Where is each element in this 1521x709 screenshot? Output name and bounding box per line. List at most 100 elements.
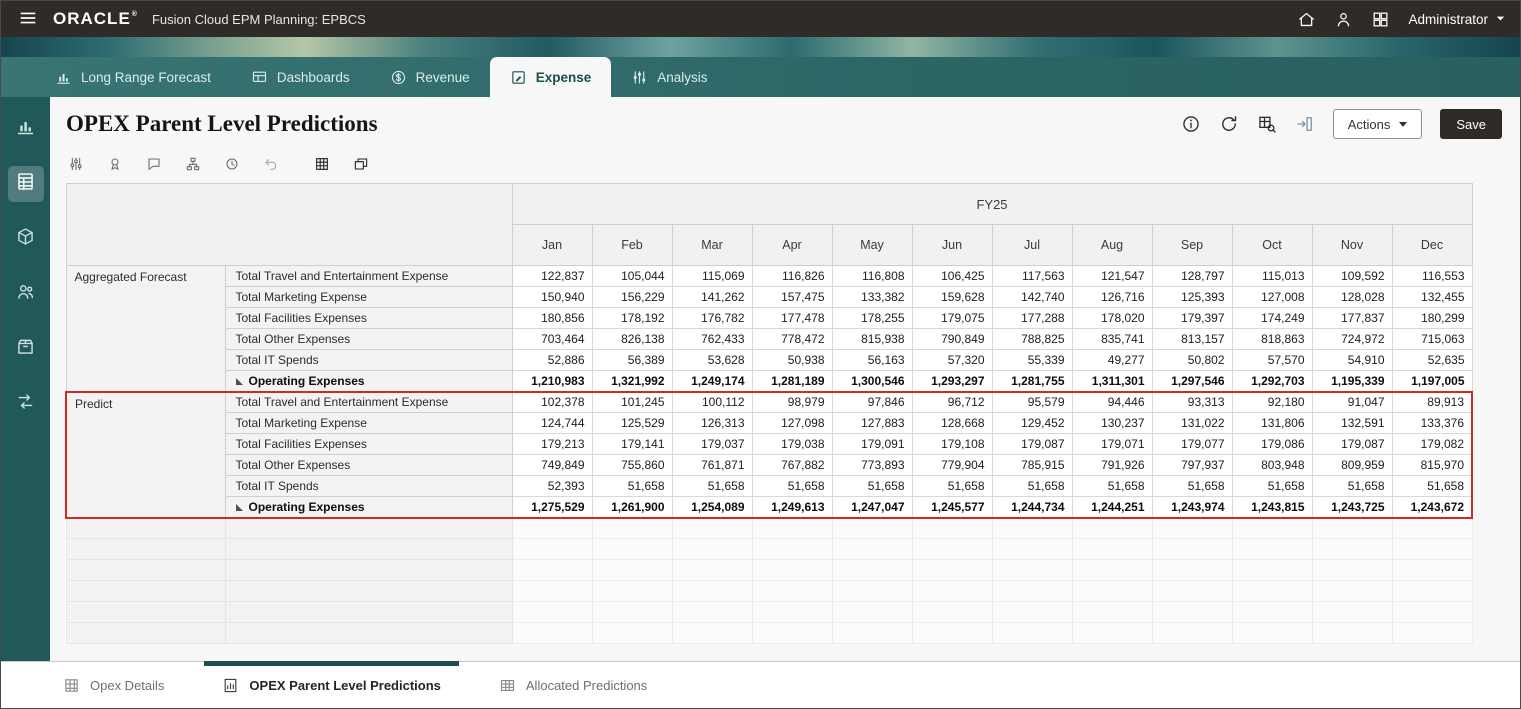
grid-cell[interactable]: 179,038 (751, 433, 833, 455)
adjust-columns-icon[interactable] (68, 156, 84, 172)
grid-cell[interactable]: 159,628 (911, 286, 993, 308)
grid-cell[interactable]: 51,658 (751, 475, 833, 497)
grid-cell[interactable]: 57,570 (1231, 349, 1313, 371)
grid-cell[interactable]: 105,044 (591, 265, 673, 287)
month-header[interactable]: May (831, 224, 913, 266)
grid-cell[interactable]: 179,108 (911, 433, 993, 455)
month-header[interactable]: Dec (1391, 224, 1473, 266)
grid-cell[interactable]: 131,022 (1151, 412, 1233, 434)
month-header[interactable]: Aug (1071, 224, 1153, 266)
grid-cell[interactable]: 179,086 (1231, 433, 1313, 455)
bottom-tab-allocated-predictions[interactable]: Allocated Predictions (489, 662, 657, 708)
sidebar-item-analytics[interactable] (8, 111, 44, 147)
sidebar-item-forms[interactable] (7, 166, 44, 202)
row-label[interactable]: Total IT Spends (224, 349, 513, 371)
year-header[interactable]: FY25 (511, 183, 1473, 225)
grid-cell[interactable]: 51,658 (831, 475, 913, 497)
grid-cell[interactable]: 1,321,992 (591, 370, 673, 392)
grid-cell[interactable]: 96,712 (911, 390, 993, 413)
grid-cell[interactable]: 179,087 (1311, 433, 1393, 455)
grid-cell[interactable]: 117,563 (991, 265, 1073, 287)
grid-cell[interactable]: 1,249,174 (671, 370, 753, 392)
grid-cell[interactable]: 51,658 (1151, 475, 1233, 497)
grid-cell[interactable]: 51,658 (991, 475, 1073, 497)
grid-cell[interactable]: 56,163 (831, 349, 913, 371)
grid-display-icon[interactable] (314, 156, 330, 172)
grid-cell[interactable]: 803,948 (1231, 454, 1313, 476)
grid-cell[interactable]: 132,591 (1311, 412, 1393, 434)
info-icon[interactable] (1181, 114, 1201, 134)
month-header[interactable]: Sep (1151, 224, 1233, 266)
grid-cell[interactable]: 142,740 (991, 286, 1073, 308)
grid-cell[interactable]: 115,013 (1231, 265, 1313, 287)
grid-cell[interactable]: 51,658 (1311, 475, 1393, 497)
grid-cell[interactable]: 101,245 (591, 390, 673, 413)
row-label[interactable]: Total Travel and Entertainment Expense (224, 390, 513, 413)
month-header[interactable]: Jun (911, 224, 993, 266)
grid-cell[interactable]: 98,979 (751, 390, 833, 413)
nav-tab-analysis[interactable]: Analysis (611, 57, 727, 97)
grid-cell[interactable]: 1,292,703 (1231, 370, 1313, 392)
grid-cell[interactable]: 130,237 (1071, 412, 1153, 434)
grid-cell[interactable]: 809,959 (1311, 454, 1393, 476)
grid-cell[interactable]: 779,904 (911, 454, 993, 476)
grid-cell[interactable]: 715,063 (1391, 328, 1473, 350)
grid-cell[interactable]: 178,020 (1071, 307, 1153, 329)
row-label[interactable]: Total IT Spends (224, 475, 513, 497)
grid-cell[interactable]: 57,320 (911, 349, 993, 371)
grid-cell[interactable]: 1,243,672 (1391, 496, 1473, 519)
grid-cell[interactable]: 813,157 (1151, 328, 1233, 350)
grid-cell[interactable]: 778,472 (751, 328, 833, 350)
grid-cell[interactable]: 1,243,815 (1231, 496, 1313, 519)
apps-grid-icon[interactable] (1371, 10, 1390, 29)
grid-cell[interactable]: 1,210,983 (511, 370, 593, 392)
grid-cell[interactable]: 1,297,546 (1151, 370, 1233, 392)
row-label[interactable]: Total Facilities Expenses (224, 307, 513, 329)
grid-cell[interactable]: 755,860 (591, 454, 673, 476)
grid-cell[interactable]: 761,871 (671, 454, 753, 476)
grid-cell[interactable]: 102,378 (511, 390, 593, 413)
sidebar-item-cube[interactable] (8, 221, 44, 257)
row-label[interactable]: Total Marketing Expense (224, 286, 513, 308)
grid-cell[interactable]: 1,261,900 (591, 496, 673, 519)
grid-cell[interactable]: 791,926 (1071, 454, 1153, 476)
user-menu[interactable]: Administrator (1408, 12, 1506, 27)
grid-cell[interactable]: 767,882 (751, 454, 833, 476)
grid-cell[interactable]: 177,837 (1311, 307, 1393, 329)
grid-cell[interactable]: 51,658 (591, 475, 673, 497)
grid-cell[interactable]: 116,808 (831, 265, 913, 287)
grid-cell[interactable]: 131,806 (1231, 412, 1313, 434)
grid-cell[interactable]: 127,008 (1231, 286, 1313, 308)
grid-cell[interactable]: 95,579 (991, 390, 1073, 413)
grid-cell[interactable]: 178,255 (831, 307, 913, 329)
grid-cell[interactable]: 174,249 (1231, 307, 1313, 329)
grid-cell[interactable]: 749,849 (511, 454, 593, 476)
grid-cell[interactable]: 1,281,189 (751, 370, 833, 392)
bottom-tab-opex-details[interactable]: Opex Details (53, 662, 174, 708)
grid-cell[interactable]: 56,389 (591, 349, 673, 371)
month-header[interactable]: Jul (991, 224, 1073, 266)
grid-cell[interactable]: 177,288 (991, 307, 1073, 329)
grid-cell[interactable]: 773,893 (831, 454, 913, 476)
grid-cell[interactable]: 127,098 (751, 412, 833, 434)
grid-cell[interactable]: 128,028 (1311, 286, 1393, 308)
grid-cell[interactable]: 1,245,577 (911, 496, 993, 519)
undo-icon[interactable] (263, 156, 279, 172)
sidebar-item-package[interactable] (8, 331, 44, 367)
refresh-icon[interactable] (1219, 114, 1239, 134)
grid-cell[interactable]: 150,940 (511, 286, 593, 308)
grid-cell[interactable]: 1,244,251 (1071, 496, 1153, 519)
grid-cell[interactable]: 815,938 (831, 328, 913, 350)
grid-cell[interactable]: 179,075 (911, 307, 993, 329)
grid-cell[interactable]: 125,393 (1151, 286, 1233, 308)
grid-cell[interactable]: 179,397 (1151, 307, 1233, 329)
month-header[interactable]: Nov (1311, 224, 1393, 266)
grid-cell[interactable]: 1,281,755 (991, 370, 1073, 392)
grid-cell[interactable]: 128,797 (1151, 265, 1233, 287)
grid-cell[interactable]: 50,938 (751, 349, 833, 371)
grid-cell[interactable]: 106,425 (911, 265, 993, 287)
grid-cell[interactable]: 100,112 (671, 390, 753, 413)
grid-cell[interactable]: 797,937 (1151, 454, 1233, 476)
collapse-triangle-icon[interactable] (235, 504, 243, 512)
grid-cell[interactable]: 124,744 (511, 412, 593, 434)
